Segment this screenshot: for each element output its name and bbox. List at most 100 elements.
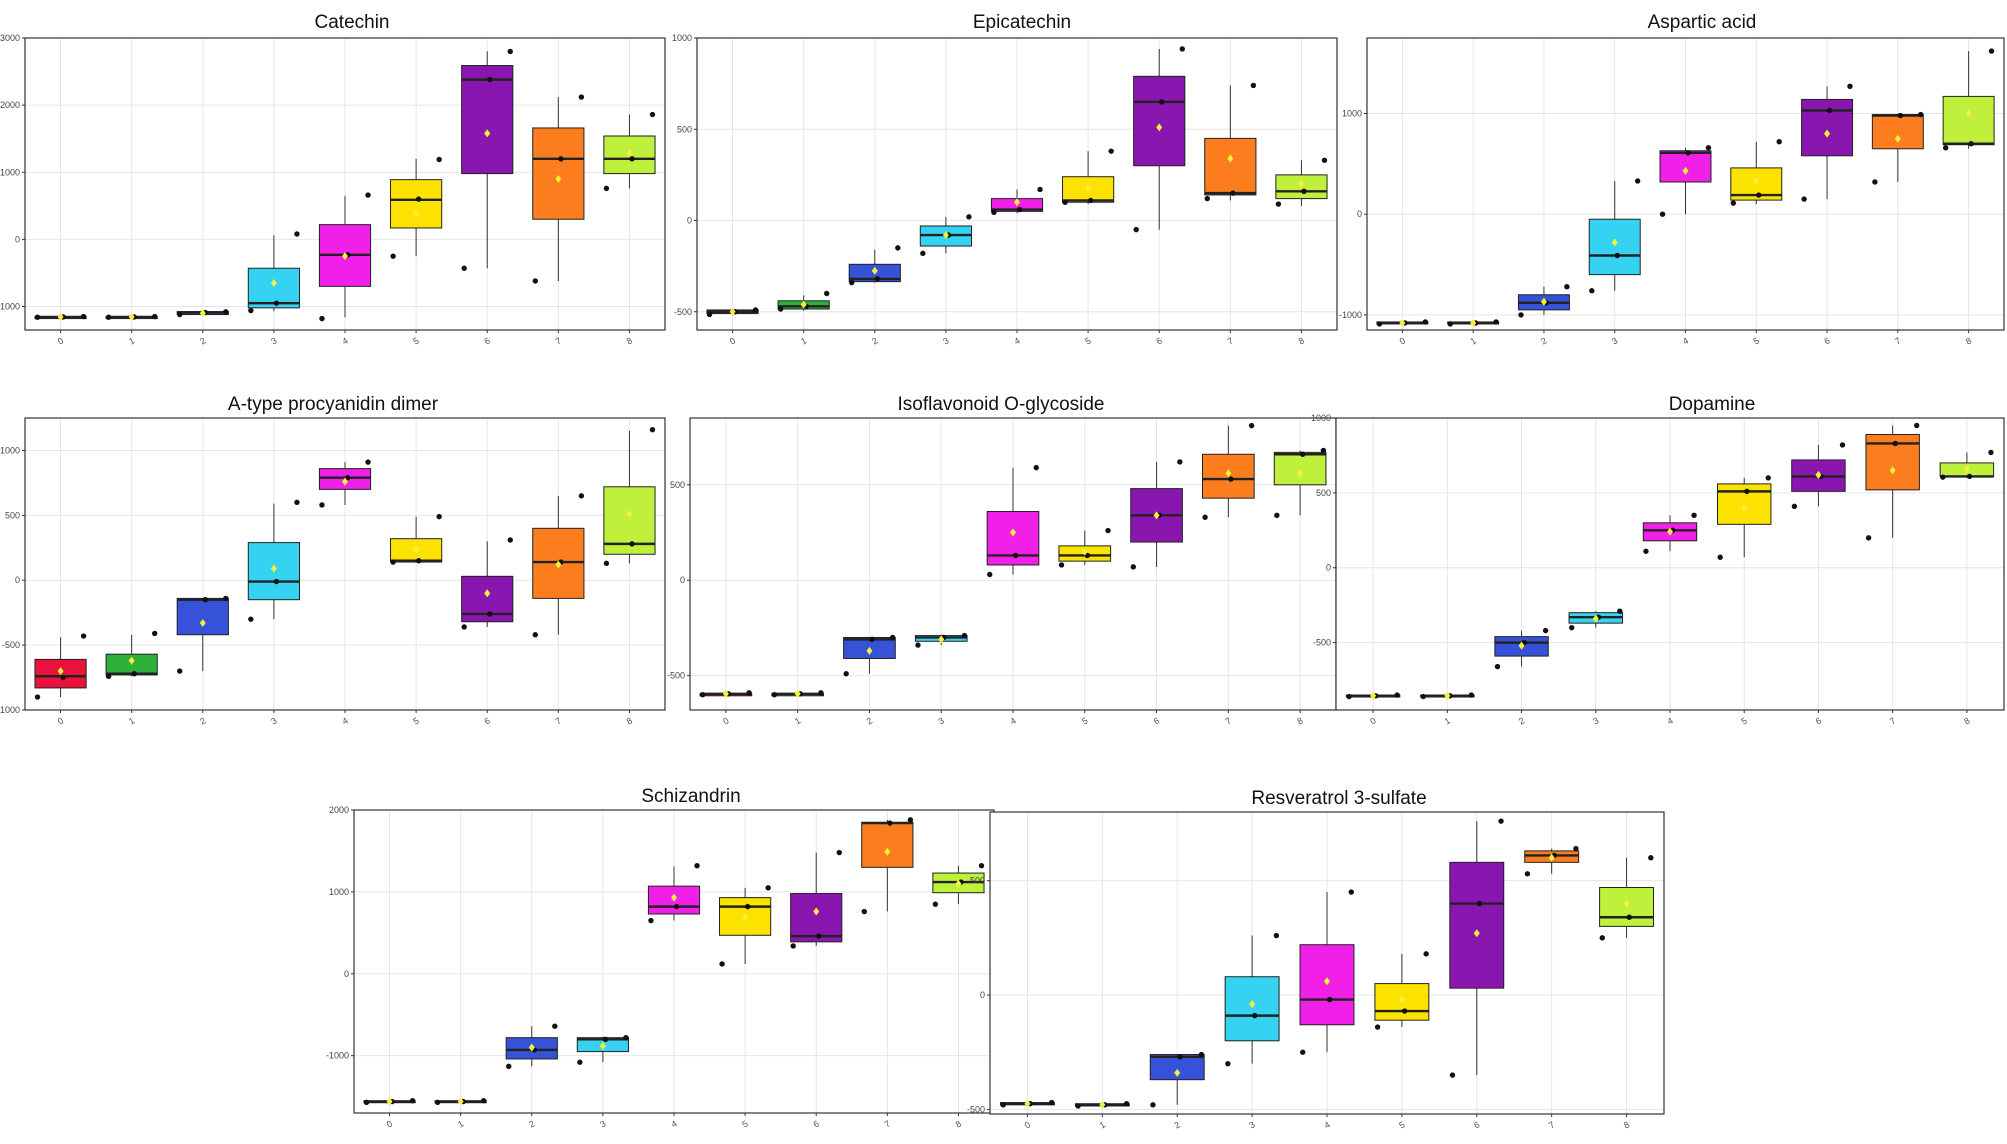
data-point (1374, 1024, 1381, 1030)
data-point (1614, 252, 1620, 259)
data-point (1968, 141, 1974, 147)
data-point (824, 290, 830, 297)
data-point (629, 541, 635, 547)
mean-marker (671, 893, 677, 902)
data-point (1250, 82, 1257, 89)
x-tick-label: 7 (554, 715, 563, 726)
mean-marker (794, 689, 801, 698)
data-point (223, 595, 229, 602)
data-point (177, 311, 183, 318)
y-tick-label: -1000 (0, 705, 20, 715)
x-tick-label: 4 (1681, 335, 1690, 346)
data-point (1573, 845, 1579, 852)
box-iqr (1871, 114, 1924, 150)
data-point (1569, 624, 1575, 631)
mean-marker (528, 1043, 535, 1052)
data-point (1033, 464, 1039, 471)
y-tick-label: 1000 (1311, 413, 1331, 423)
mean-marker (1014, 198, 1020, 207)
data-point (273, 578, 280, 585)
data-point (552, 1023, 558, 1029)
mean-marker (128, 656, 135, 665)
mean-marker (729, 307, 736, 316)
mean-marker (1085, 183, 1092, 192)
data-point (1177, 459, 1183, 465)
y-tick-label: 0 (980, 990, 985, 1000)
data-point (1123, 1101, 1130, 1107)
data-point (1301, 188, 1307, 194)
mean-marker (484, 589, 491, 598)
x-tick-label: 2 (198, 715, 207, 726)
x-tick-label: 3 (1610, 335, 1619, 346)
data-point (1801, 196, 1807, 202)
box-iqr (861, 821, 914, 868)
data-point (1320, 447, 1327, 454)
y-tick-label: 2000 (0, 100, 20, 110)
data-point (849, 279, 855, 286)
data-point (1300, 1049, 1306, 1055)
data-point (699, 692, 706, 698)
x-tick-label: 0 (56, 715, 65, 726)
data-point (390, 253, 396, 259)
data-point (506, 1063, 512, 1070)
data-point (365, 459, 371, 465)
mean-marker (1297, 469, 1304, 478)
data-point (1599, 935, 1605, 941)
box-iqr (1801, 98, 1854, 157)
data-point (1012, 552, 1019, 559)
x-tick-label: 0 (1398, 335, 1407, 346)
data-point (294, 231, 300, 237)
mean-marker (1470, 318, 1477, 327)
data-point (1518, 312, 1524, 318)
data-point (80, 313, 87, 320)
mean-marker (1099, 1100, 1106, 1109)
data-point (1075, 1103, 1081, 1109)
data-point (532, 278, 538, 284)
data-point (771, 692, 778, 698)
data-point (744, 903, 751, 910)
mean-marker (1815, 470, 1822, 479)
x-tick-label: 3 (941, 335, 950, 346)
data-point (34, 694, 41, 700)
x-tick-label: 2 (1517, 715, 1526, 726)
data-point (1000, 1102, 1006, 1108)
data-point (1988, 48, 1995, 54)
x-tick-label: 4 (1008, 715, 1017, 726)
x-tick-label: 7 (1224, 715, 1233, 726)
y-tick-label: 1000 (672, 33, 692, 43)
data-point (1494, 663, 1501, 670)
x-tick-label: 6 (1814, 715, 1823, 726)
data-point (1847, 83, 1853, 90)
mean-marker (413, 209, 420, 218)
box-iqr (461, 65, 514, 175)
mean-marker (57, 667, 64, 676)
mean-marker (1667, 527, 1673, 536)
data-point (752, 307, 759, 313)
y-tick-label: -500 (667, 671, 685, 681)
x-tick-label: 7 (1888, 715, 1897, 726)
mean-marker (800, 300, 807, 309)
mean-marker (386, 1097, 393, 1106)
data-point (816, 933, 822, 939)
mean-marker (1227, 154, 1234, 163)
y-tick-label: 2000 (329, 805, 349, 815)
data-point (719, 961, 725, 967)
mean-marker (884, 847, 891, 856)
x-tick-label: 7 (1893, 335, 1902, 346)
mean-marker (1592, 614, 1599, 623)
x-tick-label: 7 (1547, 1119, 1556, 1130)
data-point (461, 265, 467, 271)
x-tick-label: 0 (385, 1118, 394, 1129)
x-tick-label: 5 (1083, 335, 1092, 346)
data-point (294, 499, 300, 506)
data-point (248, 616, 254, 622)
x-tick-label: 4 (340, 715, 349, 726)
x-tick-label: 5 (1740, 715, 1749, 726)
x-tick-label: 8 (625, 335, 634, 346)
data-point (532, 632, 538, 638)
mean-marker (1548, 853, 1555, 862)
data-point (1717, 554, 1723, 560)
box-iqr (790, 893, 843, 943)
data-point (648, 917, 654, 924)
data-point (861, 908, 867, 915)
